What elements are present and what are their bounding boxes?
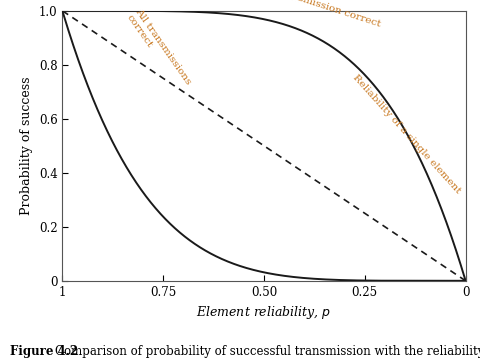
Text: Any one transmission correct: Any one transmission correct bbox=[232, 0, 382, 28]
Text: Figure 4.2: Figure 4.2 bbox=[10, 345, 78, 358]
Text: Comparison of probability of successful transmission with the reliability.: Comparison of probability of successful … bbox=[55, 345, 480, 358]
Y-axis label: Probability of success: Probability of success bbox=[20, 77, 33, 215]
Text: All transmissions
correct: All transmissions correct bbox=[125, 6, 192, 92]
Text: Reliability of a single element: Reliability of a single element bbox=[351, 73, 462, 196]
X-axis label: Element reliability, $p$: Element reliability, $p$ bbox=[196, 304, 332, 321]
